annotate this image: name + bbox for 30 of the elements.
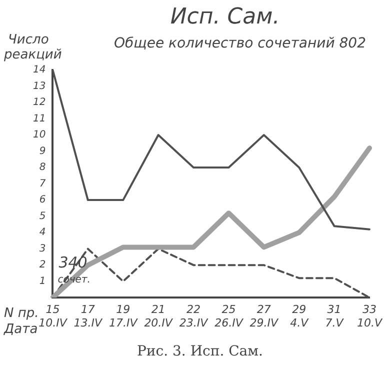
y-tick-label: 6 (39, 194, 46, 206)
x-tick-label: 25 26.IV (214, 303, 244, 330)
x-tick-label: 33 10.V (356, 303, 384, 330)
text: Дата (3, 322, 38, 337)
chart-title: Исп. Сам. (170, 4, 280, 30)
x-tick-label: 22 23.IV (179, 303, 210, 330)
y-tick-label: 2 (39, 260, 46, 271)
y-tick-label: 13 (32, 80, 46, 92)
y-tick-label: 8 (39, 162, 46, 174)
x-tick-label: 15 10.IV (38, 303, 68, 330)
y-tick-label: 14 (32, 64, 46, 76)
x-tick-label: 27 29.IV (250, 303, 280, 330)
y-tick-label: 3 (39, 243, 46, 254)
chart-subtitle: Общее количество сочетаний 802 (114, 36, 366, 52)
text: N пр. (4, 306, 39, 321)
x-tick-label: 19 17.IV (108, 303, 139, 330)
y-tick-label: 5 (39, 210, 46, 222)
y-axis-title: Число реакций (3, 32, 62, 62)
y-tick-label: 7 (39, 178, 46, 190)
text: Рис. 3. Исп. Сам. (137, 344, 263, 360)
y-tick-label: 1 (39, 276, 46, 287)
y-tick-label: 11 (32, 113, 46, 124)
y-tick-label: 9 (39, 146, 46, 157)
y-tick-label: 12 (32, 97, 46, 108)
x-tick-label: 21 20.IV (144, 303, 174, 330)
y-tick-label: 10 (32, 130, 46, 141)
x-tick-label: 17 13.IV (74, 303, 104, 330)
x-tick-label: 29 4.V (290, 303, 310, 330)
x-tick-label: 31 7.V (325, 303, 345, 330)
y-tick-label: 4 (39, 227, 46, 238)
